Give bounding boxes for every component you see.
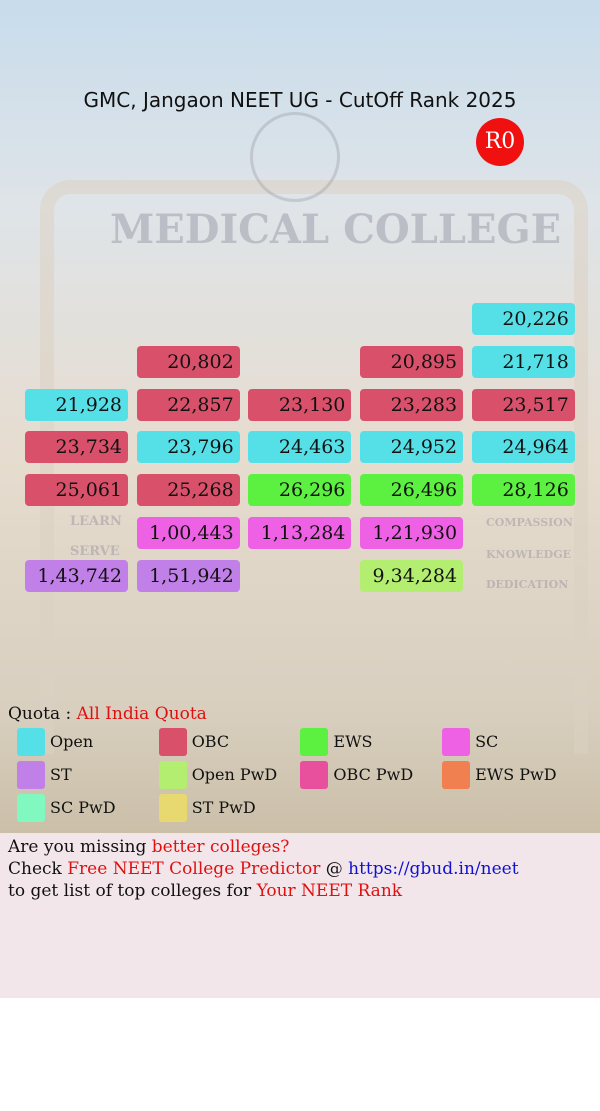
legend-label: ST PwD [191,798,256,817]
arch [40,180,588,754]
legend-swatch [158,794,187,822]
legend-swatch [158,728,187,756]
legend-swatch [300,761,329,789]
legend-label: SC [475,732,499,751]
sign-text: LEARN [70,514,122,529]
rank-cell: 26,496 [360,474,464,507]
footer-line: Are you missing better colleges? [8,837,289,857]
rank-cell: 1,13,284 [248,517,352,549]
legend-swatch [17,728,45,756]
legend-swatch [17,761,45,789]
footer-line: to get list of top colleges for Your NEE… [8,881,402,901]
legend-swatch [17,794,45,822]
legend-swatch [442,728,471,756]
legend-swatch [300,728,329,756]
sign-text: COMPASSION [486,516,573,529]
footer-text: Your NEET Rank [256,881,403,901]
footer-text: @ [325,859,343,879]
rank-cell: 20,895 [360,345,464,378]
rank-cell: 21,928 [25,388,128,421]
sign-text: MEDICAL COLLEGE [110,206,562,253]
rank-cell: 23,130 [248,388,352,421]
legend-swatch [158,761,187,789]
footer-text: Are you missing [8,837,147,857]
rank-cell: 1,00,443 [136,517,240,549]
rank-cell: 1,21,930 [360,517,464,549]
sign-text: KNOWLEDGE [486,548,571,561]
quota: Quota : All India Quota [8,704,207,724]
rank-cell: 23,734 [25,431,128,464]
legend-label: ST [50,765,72,784]
sign-text: DEDICATION [486,578,569,591]
footer-text: Check [8,859,62,879]
legend-label: Open [50,732,94,751]
legend-label: OBC PwD [333,765,414,784]
quota-label: Quota : [8,704,72,724]
rank-cell: 20,226 [471,303,575,335]
legend-label: SC PwD [50,798,116,817]
rank-cell: 21,718 [471,345,575,378]
emblem [250,112,340,202]
footer-line: Check Free NEET College Predictor @ http… [8,859,519,879]
footer-text: to get list of top colleges for [8,881,252,901]
round-badge: R0 [476,118,524,166]
rank-cell: 1,43,742 [25,559,128,592]
footer-text: better colleges? [151,837,290,857]
legend-label: EWS [333,732,373,751]
legend-label: Open PwD [191,765,278,784]
rank-cell: 23,517 [471,388,575,421]
footer-text: https://gbud.in/neet [348,859,519,879]
rank-cell: 20,802 [136,345,240,378]
rank-cell: 23,796 [136,431,240,464]
rank-cell: 9,34,284 [360,559,464,592]
rank-cell: 25,268 [136,474,240,507]
rank-cell: 24,463 [248,431,352,464]
legend-label: EWS PwD [475,765,557,784]
rank-cell: 1,51,942 [136,559,240,592]
rank-cell: 28,126 [471,474,575,507]
rank-cell: 26,296 [248,474,352,507]
rank-cell: 22,857 [136,388,240,421]
rank-cell: 24,964 [471,431,575,464]
rank-cell: 24,952 [360,431,464,464]
legend-swatch [442,761,471,789]
quota-value: All India Quota [76,704,207,724]
legend-label: OBC [191,732,230,751]
rank-cell: 23,283 [360,388,464,421]
footer: Are you missing better colleges? Check Fr… [0,833,600,998]
footer-text: Free NEET College Predictor [67,859,321,879]
rank-cell: 25,061 [25,474,128,507]
sign-text: SERVE [70,544,120,559]
title: GMC, Jangaon NEET UG - CutOff Rank 2025 [83,88,517,112]
